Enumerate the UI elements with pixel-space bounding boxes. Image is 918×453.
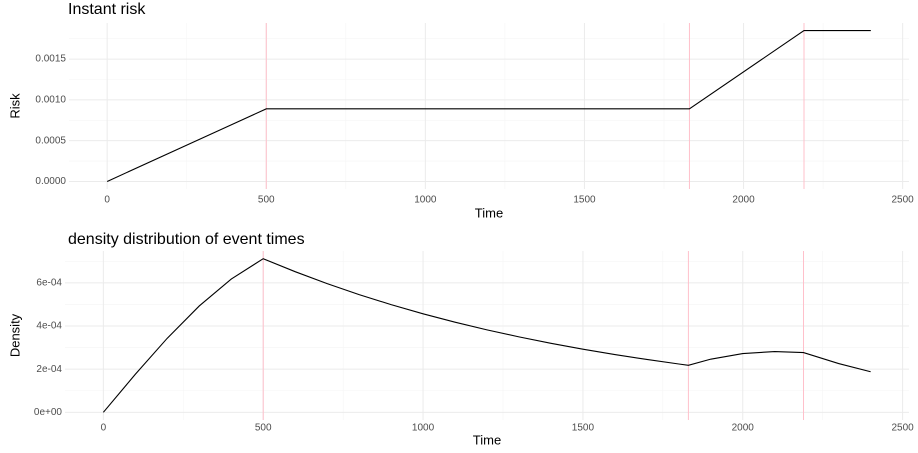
y-tick-label: 0.0005 [35,135,66,146]
y-axis-title: Risk [7,93,22,119]
x-tick-label: 500 [255,423,272,434]
x-tick-label: 2500 [892,195,915,206]
y-tick-label: 0.0015 [35,54,66,65]
x-tick-label: 500 [258,195,275,206]
chart-title: density distribution of event times [68,231,305,248]
y-tick-label: 0e+00 [34,407,63,418]
line [102,258,871,413]
y-tick-label: 4e-04 [36,321,62,332]
x-tick-label: 0 [101,423,107,434]
line [106,29,871,182]
x-axis-title: Time [475,205,503,220]
x-tick-label: 0 [104,195,110,206]
y-axis-title: Density [7,313,22,357]
x-tick-label: 1000 [412,423,435,434]
y-tick-label: 0.0010 [35,95,66,106]
y-tick-label: 6e-04 [36,277,62,288]
y-tick-label: 2e-04 [36,364,62,375]
x-tick-label: 1500 [573,195,596,206]
x-tick-label: 1500 [572,423,595,434]
x-tick-label: 1000 [414,195,437,206]
chart-title: Instant risk [68,1,146,18]
x-tick-label: 2500 [891,423,914,434]
y-tick-label: 0.0000 [35,176,66,187]
x-tick-label: 2000 [732,423,755,434]
x-tick-label: 2000 [732,195,755,206]
x-axis-title: Time [473,432,501,447]
